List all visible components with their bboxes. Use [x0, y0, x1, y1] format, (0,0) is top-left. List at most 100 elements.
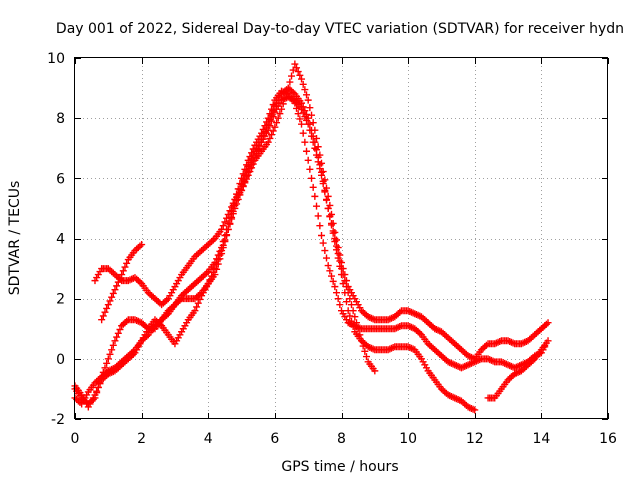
- data-point: [371, 367, 379, 375]
- data-point: [101, 308, 109, 316]
- data-point: [313, 202, 321, 210]
- data-point: [336, 301, 344, 309]
- data-point: [394, 323, 402, 331]
- data-point: [311, 138, 319, 146]
- y-tick-labels: -2 0 2 4 6 8 10: [47, 51, 65, 428]
- data-point: [223, 214, 231, 222]
- data-point: [99, 312, 107, 320]
- data-point: [333, 236, 341, 244]
- data-point: [308, 111, 316, 119]
- data-point: [106, 297, 114, 305]
- data-point: [334, 250, 342, 258]
- data-point: [116, 274, 124, 282]
- data-point: [116, 326, 124, 334]
- data-point: [336, 251, 344, 259]
- data-point: [103, 359, 111, 367]
- data-point: [326, 212, 334, 220]
- data-point: [309, 183, 317, 191]
- data-point: [283, 89, 291, 97]
- data-point: [331, 283, 339, 291]
- data-point: [354, 325, 362, 333]
- data-point: [301, 107, 309, 115]
- data-point: [296, 115, 304, 123]
- data-point: [98, 316, 106, 324]
- data-point: [338, 259, 345, 267]
- data-point: [96, 380, 104, 388]
- data-point: [266, 116, 274, 124]
- data-point: [291, 60, 299, 68]
- data-point: [326, 201, 334, 209]
- data-point: [239, 183, 247, 191]
- data-point: [333, 242, 341, 250]
- data-point: [304, 96, 312, 104]
- data-point: [339, 265, 347, 273]
- data-point: [313, 134, 321, 142]
- data-point: [113, 282, 121, 290]
- data-point: [121, 263, 129, 271]
- data-point: [314, 143, 322, 151]
- data-point: [108, 293, 116, 301]
- series-track-2: [71, 93, 479, 414]
- data-point: [221, 218, 229, 226]
- series-track-6: [484, 337, 552, 402]
- data-point: [356, 331, 364, 339]
- data-point: [304, 156, 312, 164]
- data-point: [108, 346, 116, 354]
- data-point: [244, 171, 252, 179]
- data-point: [271, 123, 279, 131]
- series-track-4: [91, 60, 552, 363]
- y-axis-label: SDTVAR / TECUs: [7, 181, 23, 296]
- x-tick-label: 0: [71, 431, 80, 447]
- data-point: [407, 344, 415, 352]
- data-point: [194, 299, 202, 307]
- data-point: [298, 75, 306, 83]
- data-point: [323, 254, 331, 262]
- data-point: [244, 162, 252, 170]
- data-point: [111, 337, 119, 345]
- data-point: [321, 176, 329, 184]
- data-point: [333, 289, 341, 297]
- data-point: [193, 303, 201, 311]
- data-point: [361, 347, 369, 355]
- data-point: [206, 276, 214, 284]
- data-point: [331, 228, 339, 236]
- y-tick-label: 4: [56, 232, 65, 248]
- data-point: [106, 350, 114, 358]
- data-point: [219, 222, 227, 230]
- data-point: [104, 301, 112, 309]
- data-point: [296, 71, 304, 79]
- data-point: [298, 120, 306, 128]
- data-point: [347, 301, 355, 309]
- series-track-5: [98, 241, 146, 324]
- y-tick-label: -2: [51, 412, 65, 428]
- data-point: [229, 199, 237, 207]
- data-point: [243, 167, 251, 175]
- data-point: [349, 322, 357, 330]
- chart-title: Day 001 of 2022, Sidereal Day-to-day VTE…: [56, 21, 624, 37]
- data-point: [341, 271, 349, 279]
- x-tick-label: 12: [466, 431, 484, 447]
- data-point: [263, 124, 271, 132]
- y-tick-label: 8: [56, 111, 65, 127]
- data-point: [324, 262, 332, 270]
- data-point: [316, 151, 324, 159]
- plot-frame: [74, 57, 608, 419]
- data-point: [109, 289, 117, 297]
- data-point: [94, 383, 102, 391]
- data-point: [113, 333, 121, 341]
- data-point: [311, 144, 319, 152]
- data-point: [309, 119, 317, 127]
- data-point: [319, 239, 327, 247]
- data-point: [303, 147, 311, 155]
- data-point: [507, 338, 515, 346]
- data-point: [93, 387, 101, 395]
- data-point: [243, 175, 251, 183]
- data-point: [316, 222, 324, 230]
- y-tick-label: 0: [56, 352, 65, 368]
- data-point: [269, 107, 277, 115]
- data-point: [118, 271, 126, 279]
- data-point: [226, 207, 234, 215]
- data-point: [229, 207, 237, 215]
- data-point: [91, 391, 99, 399]
- data-point: [109, 341, 117, 349]
